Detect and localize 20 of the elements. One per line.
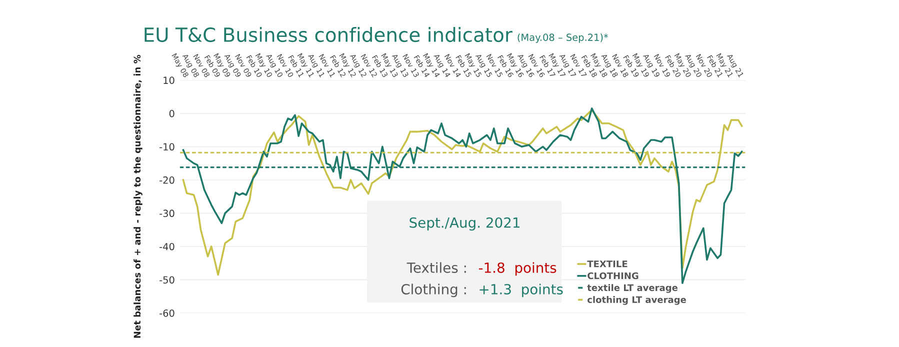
chart-subtitle: (May.08 – Sep.21)*: [518, 33, 608, 43]
y-tick-label: 10: [164, 76, 174, 84]
annotation: Clothing :: [401, 284, 466, 298]
y-tick-label: -20: [160, 176, 174, 184]
y-tick-label: 0: [169, 110, 174, 118]
y-tick-label: -50: [160, 276, 174, 284]
y-tick-label: -30: [160, 210, 174, 218]
y-tick-label: -60: [160, 309, 174, 317]
legend-label: textile LT average: [587, 284, 678, 293]
y-tick-label: -40: [160, 242, 174, 250]
legend-label: TEXTILE: [587, 260, 628, 268]
legend-label: clothing LT average: [588, 296, 686, 305]
y-axis-title: Net balances of + and - reply to the questionnaire, in %: [134, 54, 142, 338]
chart-title: EU T&C Business confidence indicator: [144, 27, 512, 42]
annotation: Sept./Aug. 2021: [410, 217, 520, 231]
annotation: Textiles :: [406, 262, 466, 273]
annotation: -1.8 points: [478, 262, 556, 276]
annotation: +1.3 points: [480, 284, 563, 298]
legend-label: CLOTHING: [588, 272, 638, 280]
y-tick-label: -10: [160, 143, 174, 151]
